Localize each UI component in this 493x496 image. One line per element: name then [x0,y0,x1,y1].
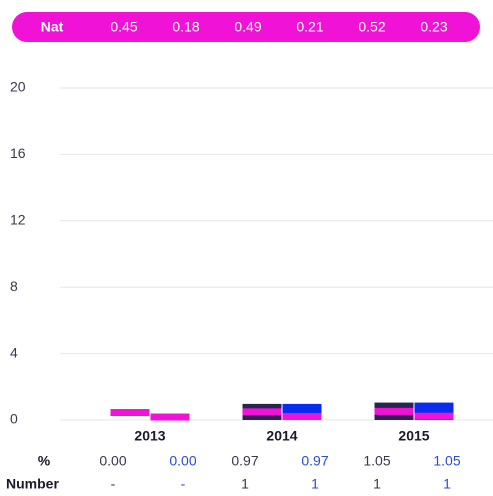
nat-value: 0.18 [172,19,199,35]
nat-marker [282,413,322,421]
number-value: 1 [241,476,249,492]
nat-label: Nat [41,19,64,35]
nat-pill [12,12,480,42]
nat-value: 0.23 [420,19,447,35]
y-tick-label: 12 [10,212,26,228]
percent-value: 1.05 [363,453,390,469]
y-tick-label: 8 [10,278,18,294]
percent-value: 0.97 [301,453,328,469]
number-value: 1 [311,476,319,492]
percent-value: 0.00 [99,453,126,469]
nat-value: 0.49 [234,19,261,35]
nat-value: 0.21 [296,19,323,35]
percent-value: 0.00 [169,453,196,469]
percent-value: 0.97 [231,453,258,469]
y-tick-label: 0 [10,411,18,427]
y-tick-label: 20 [10,79,26,95]
nat-value: 0.52 [358,19,385,35]
number-value: - [181,476,186,492]
nat-marker [242,408,282,416]
y-tick-label: 4 [10,344,18,360]
nat-marker [110,409,150,417]
nat-value: 0.45 [110,19,137,35]
nat-marker [150,413,190,421]
row-label: Number [6,476,59,492]
percent-value: 1.05 [433,453,460,469]
number-value: - [111,476,116,492]
x-tick-label: 2015 [398,428,429,444]
x-tick-label: 2014 [266,428,297,444]
number-value: 1 [373,476,381,492]
number-value: 1 [443,476,451,492]
x-tick-label: 2013 [134,428,165,444]
nat-marker [374,407,414,415]
row-label: % [38,453,51,469]
y-tick-label: 16 [10,145,26,161]
nat-marker [414,412,454,420]
